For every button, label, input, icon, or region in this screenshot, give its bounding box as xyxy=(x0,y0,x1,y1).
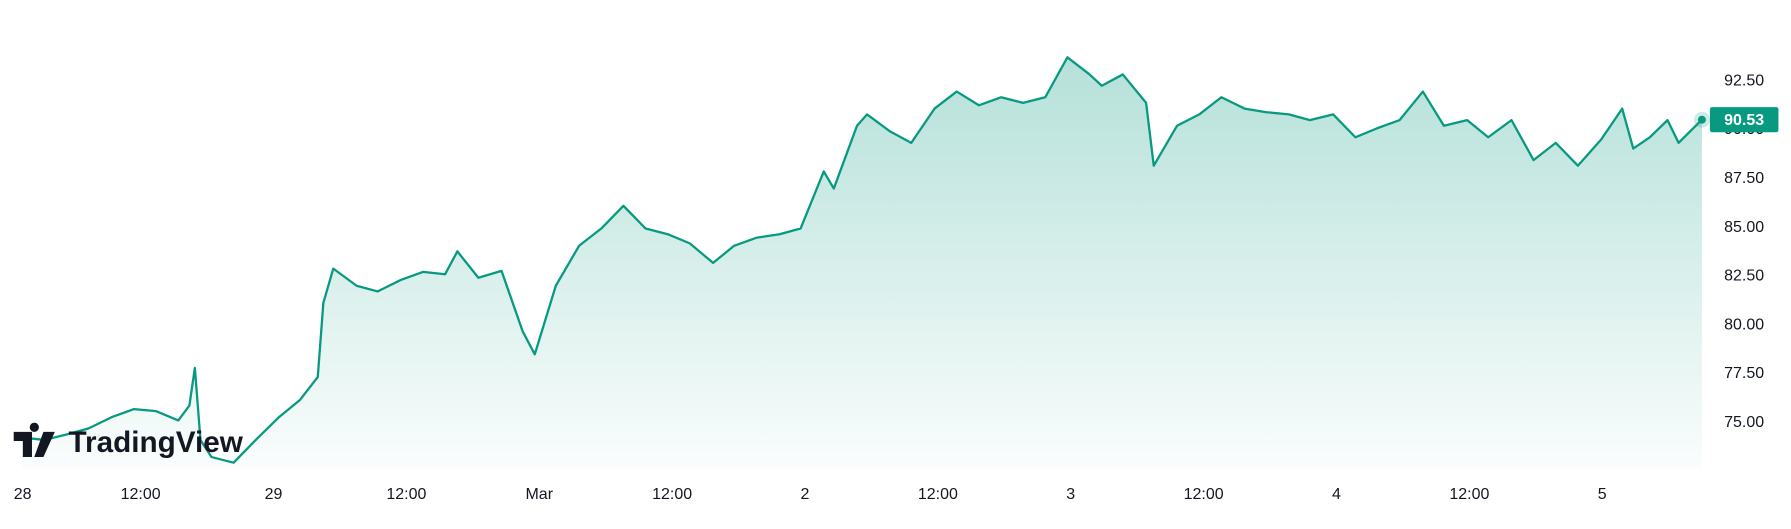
x-tick-label: 5 xyxy=(1598,486,1607,503)
x-tick-label: 12:00 xyxy=(1184,486,1224,503)
x-tick-label: 12:00 xyxy=(652,486,692,503)
price-badge xyxy=(1709,107,1779,133)
y-tick-label: 80.00 xyxy=(1724,316,1764,333)
watermark: TradingView xyxy=(13,422,244,459)
y-tick-label: 85.00 xyxy=(1724,219,1764,236)
x-tick-label: 2 xyxy=(801,486,810,503)
price-badge-label: 90.53 xyxy=(1724,112,1764,129)
logo-icon xyxy=(13,422,55,457)
x-tick-label: 3 xyxy=(1066,486,1075,503)
x-tick-label: 12:00 xyxy=(1449,486,1489,503)
x-tick-label: Mar xyxy=(525,486,553,503)
x-tick-label: 12:00 xyxy=(918,486,958,503)
y-tick-label: 75.00 xyxy=(1724,414,1764,431)
x-tick-label: 12:00 xyxy=(121,486,161,503)
x-tick-label: 4 xyxy=(1332,486,1341,503)
area-fill xyxy=(22,57,1702,469)
last-point xyxy=(1697,115,1706,124)
y-tick-label: 87.50 xyxy=(1724,170,1764,187)
watermark-text: TradingView xyxy=(69,426,244,459)
x-tick-label: 29 xyxy=(265,486,283,503)
x-tick-label: 28 xyxy=(14,486,32,503)
price-line xyxy=(22,56,1703,464)
y-tick-label: 82.50 xyxy=(1724,268,1764,285)
plot-area xyxy=(22,56,1703,469)
x-tick-label: 12:00 xyxy=(386,486,426,503)
y-tick-label: 92.50 xyxy=(1724,72,1764,89)
y-tick-label: 77.50 xyxy=(1724,365,1764,382)
